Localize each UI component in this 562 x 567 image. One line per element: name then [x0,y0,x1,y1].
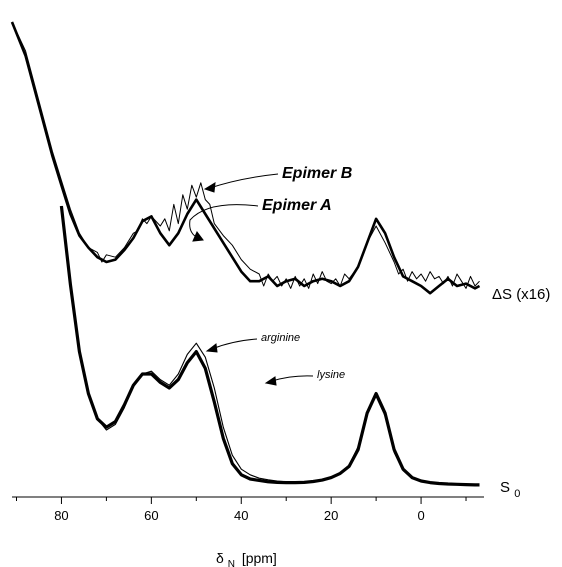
epimer-a-arrowhead [192,231,204,242]
epimer-b-label: Epimer B [282,165,352,182]
lysine-arrow [271,375,314,382]
s0-label-sub: 0 [514,488,520,500]
arginine-arrowhead [205,343,218,353]
arginine-label: arginine [261,332,300,344]
x-tick-label: 40 [234,508,248,523]
delta-s-epimer-a-line [10,21,481,295]
epimer-b-arrowhead [203,182,216,193]
x-tick-label: 0 [417,508,424,523]
x-tick-label: 80 [54,508,68,523]
x-axis-title-sub: N [228,559,235,567]
epimer-a-arrow [189,204,259,239]
delta-s-epimer-b-line [11,21,480,289]
x-axis-title-unit: [ppm] [242,550,277,566]
s0-label: S 0 [500,479,520,500]
x-axis-title: δ N [ppm] [216,550,277,567]
epimer-b-arrow [209,173,279,189]
lysine-arrowhead [264,376,277,386]
annotation-arrows [189,173,314,386]
epimer-a-label: Epimer A [262,197,332,214]
s0-label-main: S [500,479,510,496]
x-axis: 80 60 40 20 0 [12,496,484,523]
x-tick-label: 60 [144,508,158,523]
arginine-arrow [211,338,258,350]
s0-thin-line [60,205,480,486]
series-layer [10,21,481,487]
delta-s-label: ΔS (x16) [492,286,550,303]
x-axis-title-main: δ [216,550,224,566]
lysine-label: lysine [317,369,345,381]
x-tick-label: 20 [324,508,338,523]
